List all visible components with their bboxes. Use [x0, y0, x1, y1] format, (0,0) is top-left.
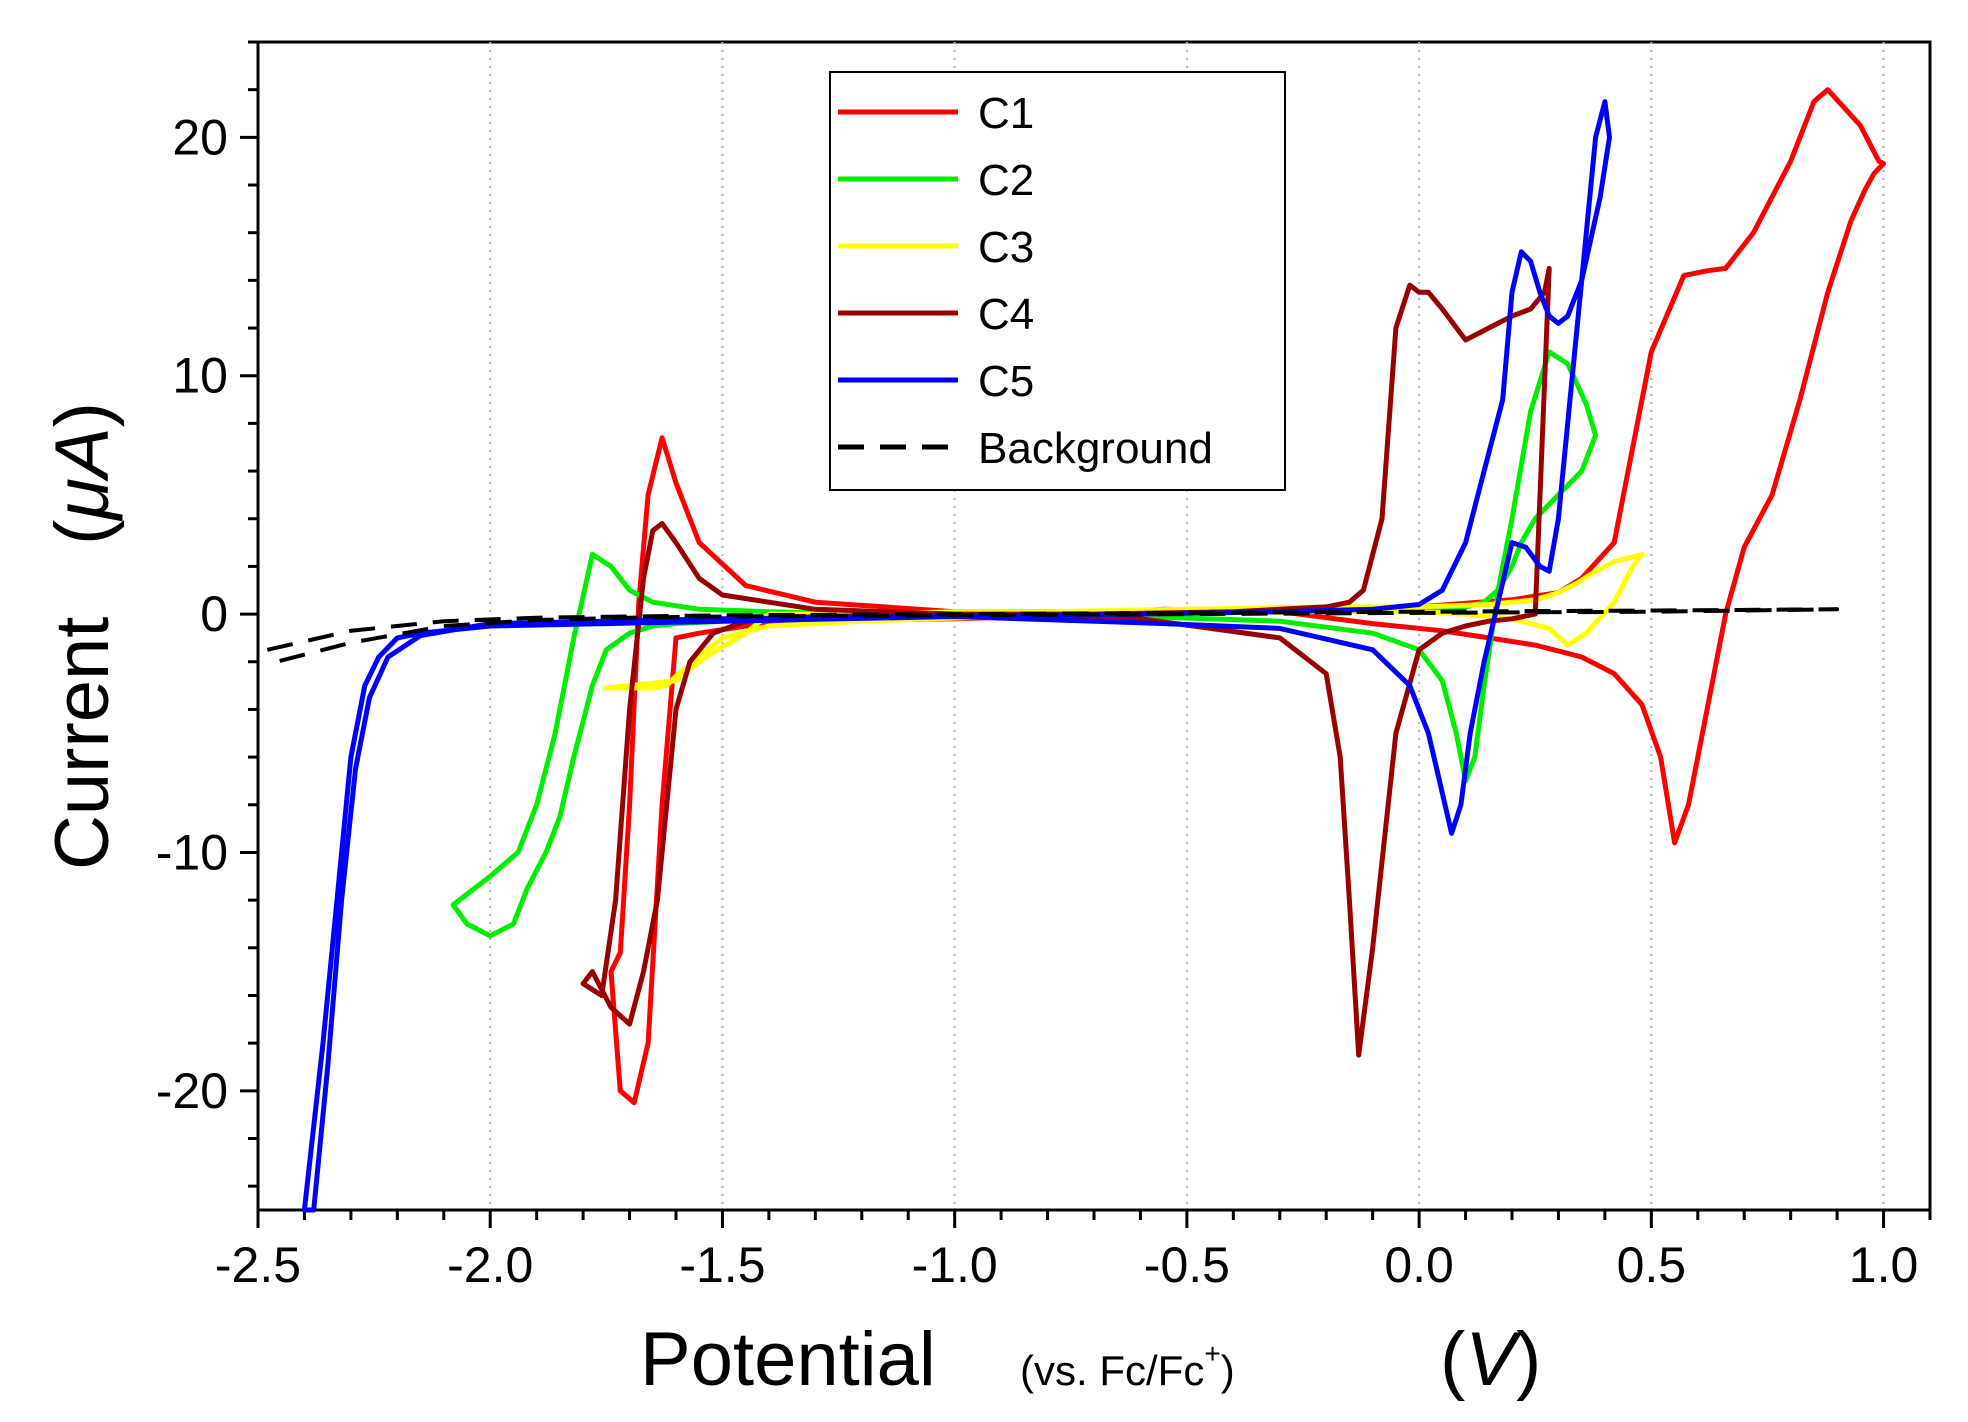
y-axis-title: Current [40, 617, 125, 870]
y-axis-unit: (μA) [40, 402, 125, 545]
x-tick-label: -1.0 [912, 1237, 998, 1293]
y-tick-label: -10 [156, 824, 228, 880]
legend-label-c3: C3 [978, 223, 1034, 272]
legend-label-c5: C5 [978, 357, 1034, 406]
legend-label-c4: C4 [978, 290, 1034, 339]
series-line-c3 [603, 552, 1645, 691]
x-tick-label: -0.5 [1144, 1237, 1230, 1293]
x-axis-title: Potential [640, 1317, 936, 1402]
legend-label-c2: C2 [978, 156, 1034, 205]
legend-label-background: Background [978, 424, 1213, 473]
y-tick-label: 20 [172, 109, 228, 165]
series-line-background [266, 607, 1840, 667]
series-layer [266, 87, 1887, 1213]
x-tick-label: -2.5 [215, 1237, 301, 1293]
y-tick-label: 0 [200, 586, 228, 642]
legend-box [829, 71, 1286, 491]
series-line-c4 [580, 265, 1552, 1058]
x-axis-unit: (V) [1440, 1317, 1541, 1402]
x-tick-label: 0.5 [1617, 1237, 1687, 1293]
series-line-c1 [608, 87, 1887, 1106]
x-axis-reference: (vs. Fc/Fc+) [1020, 1338, 1235, 1394]
legend: C1 C2 C3 C4 C5 Background [829, 71, 1286, 491]
x-tick-label: 1.0 [1849, 1237, 1919, 1293]
x-tick-label: -2.0 [447, 1237, 533, 1293]
x-tick-label: 0.0 [1384, 1237, 1454, 1293]
y-tick-label: -20 [156, 1063, 228, 1119]
legend-label-c1: C1 [978, 89, 1034, 138]
y-tick-label: 10 [172, 348, 228, 404]
y-axis-title-group: Current (μA) [40, 402, 125, 870]
x-tick-label: -1.5 [679, 1237, 765, 1293]
tick-layer: -2.5 -2.0 -1.5 -1.0 -0.5 0.0 0.5 1.0 -20 -10 0 10 20 [156, 40, 1932, 1293]
x-axis-reference-sup: + [1204, 1338, 1220, 1369]
